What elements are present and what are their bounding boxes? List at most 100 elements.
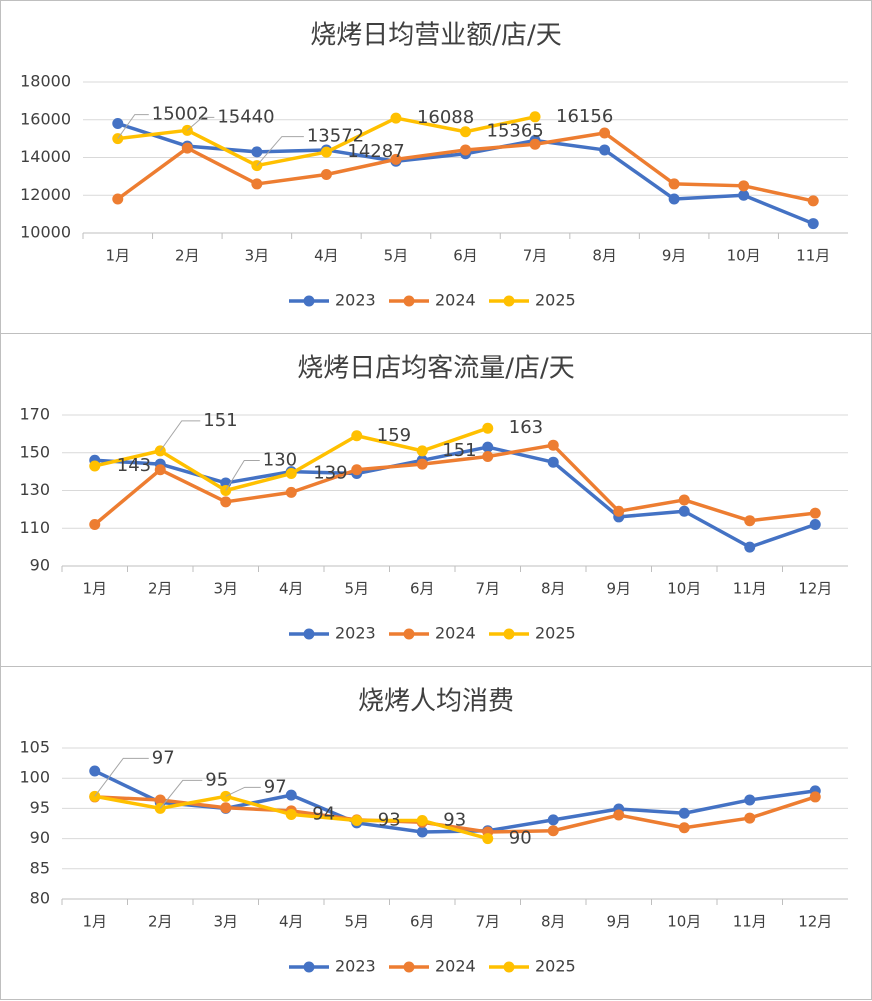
data-point [460,144,471,156]
y-tick-label: 12000 [20,185,71,204]
x-tick-label: 8月 [592,247,617,265]
x-tick-label: 10月 [667,913,701,931]
x-tick-label: 11月 [733,913,767,931]
data-label: 95 [205,769,228,790]
data-point [220,802,232,814]
data-point [599,144,611,156]
data-label: 15002 [152,104,209,125]
x-tick-label: 8月 [541,580,566,598]
data-point [351,464,363,476]
leader-line [159,420,201,452]
chart-title: 烧烤日店均客流量/店/天 [297,354,575,384]
data-point [251,178,263,190]
data-point [112,193,124,205]
y-tick-label: 16000 [20,109,71,128]
data-point [89,460,101,472]
legend-label: 2023 [335,291,376,310]
x-tick-label: 5月 [344,913,369,931]
data-point [89,765,101,777]
data-point [678,494,690,506]
series-line [94,445,816,549]
x-tick-label: 9月 [606,580,631,598]
data-point [744,515,756,527]
data-point [668,193,680,205]
leader-line [186,116,215,131]
data-point [320,168,332,180]
legend-label: 2025 [535,957,576,976]
y-tick-label: 18000 [20,72,71,91]
y-tick-label: 95 [30,798,50,817]
data-point [416,445,428,457]
y-tick-label: 85 [30,858,50,877]
legend-marker [403,961,415,973]
leader-line [256,136,304,166]
y-tick-label: 90 [30,828,50,847]
data-point [351,430,363,442]
x-tick-label: 1月 [82,913,107,931]
x-tick-label: 5月 [384,247,409,265]
data-point [678,822,690,834]
data-point [807,195,819,207]
x-tick-label: 2月 [148,913,173,931]
data-label: 97 [264,776,287,797]
data-point [744,812,756,824]
data-label: 130 [263,450,297,471]
series-line [94,795,816,834]
y-tick-label: 90 [30,556,50,575]
data-point [285,808,297,820]
y-tick-label: 10000 [20,223,71,242]
legend-marker [303,295,315,307]
legend-label: 2023 [335,624,376,643]
data-point [154,464,166,476]
data-point [285,486,297,498]
data-label: 139 [313,463,347,484]
data-point [613,505,625,517]
data-point [547,825,559,837]
data-point [89,518,101,530]
x-tick-label: 8月 [541,913,566,931]
data-label: 143 [117,455,151,476]
data-label: 159 [377,425,411,446]
chart-title: 烧烤人均消费 [358,687,514,717]
legend-marker [503,628,515,640]
leader-line [225,786,261,797]
x-tick-label: 3月 [213,580,238,598]
data-point [613,809,625,821]
x-tick-label: 10月 [667,580,701,598]
legend-marker [303,961,315,973]
data-point [529,138,541,150]
data-label: 151 [203,410,237,431]
data-point [285,789,297,801]
data-point [416,458,428,470]
x-tick-label: 7月 [475,580,500,598]
chart-title: 烧烤日均营业额/店/天 [310,21,562,51]
leader-line [225,460,260,491]
data-point [320,146,332,158]
data-label: 90 [509,828,532,849]
leader-line [159,779,203,809]
x-tick-label: 7月 [523,247,548,265]
data-point [738,180,750,192]
data-point [460,126,471,138]
leader-line [94,757,149,797]
x-tick-label: 7月 [475,913,500,931]
data-label: 163 [509,417,543,438]
data-point [390,153,402,165]
data-point [154,794,166,806]
data-label: 16088 [417,107,474,128]
data-point [809,791,821,803]
x-tick-label: 1月 [82,580,107,598]
x-tick-label: 4月 [279,580,304,598]
series-line [116,131,814,203]
data-point [599,127,611,139]
x-tick-label: 3月 [245,247,270,265]
x-tick-label: 1月 [105,247,130,265]
data-point [547,456,559,468]
data-point [251,146,263,158]
data-label: 97 [152,747,175,768]
x-tick-label: 5月 [344,580,369,598]
data-point [547,814,559,826]
x-tick-label: 12月 [798,580,832,598]
chart-panel: 烧烤日店均客流量/店/天 90 110 130 150 170 1月 2月 3月 4月 5月 6月 7月… [0,333,872,667]
